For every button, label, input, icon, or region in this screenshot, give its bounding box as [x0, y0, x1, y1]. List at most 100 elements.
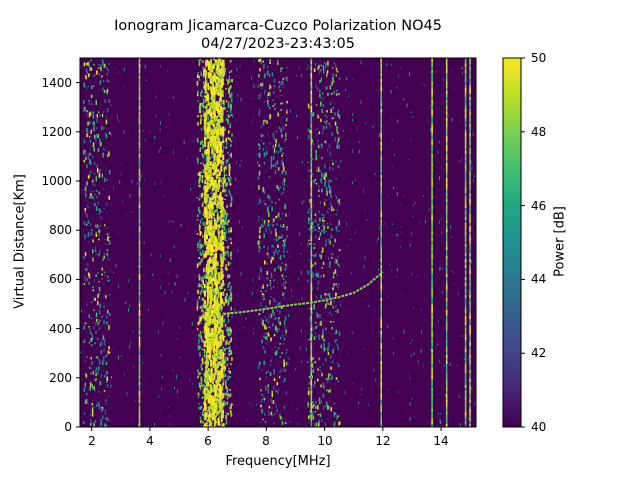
heatmap-cell: [322, 92, 324, 95]
heatmap-cell: [441, 231, 443, 234]
heatmap-cell: [230, 143, 232, 147]
heatmap-cell: [328, 207, 330, 210]
heatmap-cell: [308, 414, 311, 416]
y-tick-label: 1000: [41, 174, 72, 188]
heatmap-cell: [332, 77, 334, 83]
heatmap-cell: [86, 86, 88, 90]
heatmap-cell: [198, 370, 200, 375]
heatmap-cell: [227, 252, 230, 257]
interference-line: [464, 268, 467, 271]
interference-line: [380, 223, 382, 226]
interference-line: [431, 304, 433, 307]
heatmap-cell: [337, 137, 340, 143]
heatmap-cell: [217, 131, 220, 136]
heatmap-cell: [260, 224, 263, 228]
heatmap-cell: [225, 228, 227, 233]
heatmap-cell: [212, 124, 215, 127]
heatmap-cell: [231, 357, 233, 361]
heatmap-cell: [197, 285, 200, 287]
heatmap-cell: [270, 161, 273, 166]
heatmap-cell: [278, 198, 280, 201]
heatmap-cell: [228, 295, 231, 300]
interference-line: [138, 106, 141, 109]
heatmap-cell: [282, 158, 284, 160]
interference-line: [380, 343, 382, 346]
interference-line: [464, 301, 467, 304]
heatmap-cell: [84, 208, 86, 212]
heatmap-cell: [92, 142, 95, 148]
interference-line: [464, 178, 467, 181]
heatmap-cell: [320, 254, 322, 260]
heatmap-cell: [334, 412, 337, 415]
interference-line: [469, 181, 471, 184]
heatmap-cell: [91, 232, 93, 236]
heatmap-cell: [307, 161, 309, 163]
heatmap-cell: [253, 84, 255, 89]
heatmap-cell: [263, 398, 266, 401]
heatmap-cell: [329, 166, 331, 171]
heatmap-cell: [312, 384, 315, 387]
interference-line: [469, 118, 471, 121]
heatmap-cell: [200, 338, 203, 342]
heatmap-cell: [335, 292, 337, 297]
heatmap-cell: [221, 207, 223, 215]
heatmap-cell: [251, 405, 253, 407]
heatmap-cell: [144, 179, 145, 181]
heatmap-cell: [207, 193, 210, 198]
heatmap-cell: [319, 369, 322, 373]
heatmap-cell: [205, 285, 208, 289]
heatmap-cell: [201, 193, 203, 199]
heatmap-cell: [203, 132, 205, 135]
heatmap-cell: [176, 389, 178, 394]
heatmap-cell: [253, 59, 255, 63]
heatmap-cell: [259, 95, 261, 98]
interference-line: [138, 256, 141, 259]
heatmap-cell: [214, 84, 217, 92]
interference-line: [464, 319, 467, 322]
heatmap-cell: [168, 112, 170, 116]
heatmap-cell: [230, 95, 232, 99]
heatmap-cell: [226, 141, 228, 145]
heatmap-cell: [338, 93, 340, 96]
heatmap-cell: [284, 377, 286, 382]
heatmap-cell: [221, 423, 223, 427]
interference-line: [445, 382, 448, 385]
interference-line: [445, 403, 448, 406]
heatmap-cell: [306, 68, 308, 71]
heatmap-cell: [209, 394, 212, 403]
interference-line: [445, 298, 448, 301]
heatmap-cell: [266, 262, 268, 265]
heatmap-cell: [228, 115, 230, 118]
heatmap-cell: [211, 388, 214, 392]
heatmap-cell: [332, 252, 334, 255]
heatmap-cell: [207, 110, 210, 115]
heatmap-cell: [318, 185, 320, 188]
interference-line: [380, 418, 382, 421]
heatmap-cell: [336, 127, 338, 129]
heatmap-cell: [220, 393, 223, 399]
heatmap-cell: [322, 216, 324, 220]
heatmap-cell: [202, 103, 205, 108]
heatmap-cell: [106, 321, 108, 325]
interference-line: [138, 352, 141, 355]
heatmap-cell: [323, 385, 325, 389]
heatmap-cell: [312, 158, 314, 160]
heatmap-cell: [264, 412, 266, 416]
interference-line: [469, 217, 471, 220]
interference-line: [138, 409, 141, 412]
interference-line: [138, 163, 141, 166]
heatmap-cell: [258, 143, 261, 147]
heatmap-cell: [258, 109, 261, 114]
heatmap-cell: [202, 298, 205, 302]
heatmap-cell: [278, 81, 281, 84]
heatmap-cell: [257, 153, 260, 157]
heatmap-cell: [337, 345, 339, 350]
heatmap-cell: [218, 242, 221, 246]
heatmap-cell: [222, 373, 225, 379]
interference-line: [310, 400, 313, 403]
heatmap-cell: [211, 209, 213, 212]
heatmap-cell: [319, 80, 321, 83]
interference-line: [464, 91, 467, 94]
interference-line: [431, 154, 433, 157]
heatmap-cell: [221, 409, 224, 414]
